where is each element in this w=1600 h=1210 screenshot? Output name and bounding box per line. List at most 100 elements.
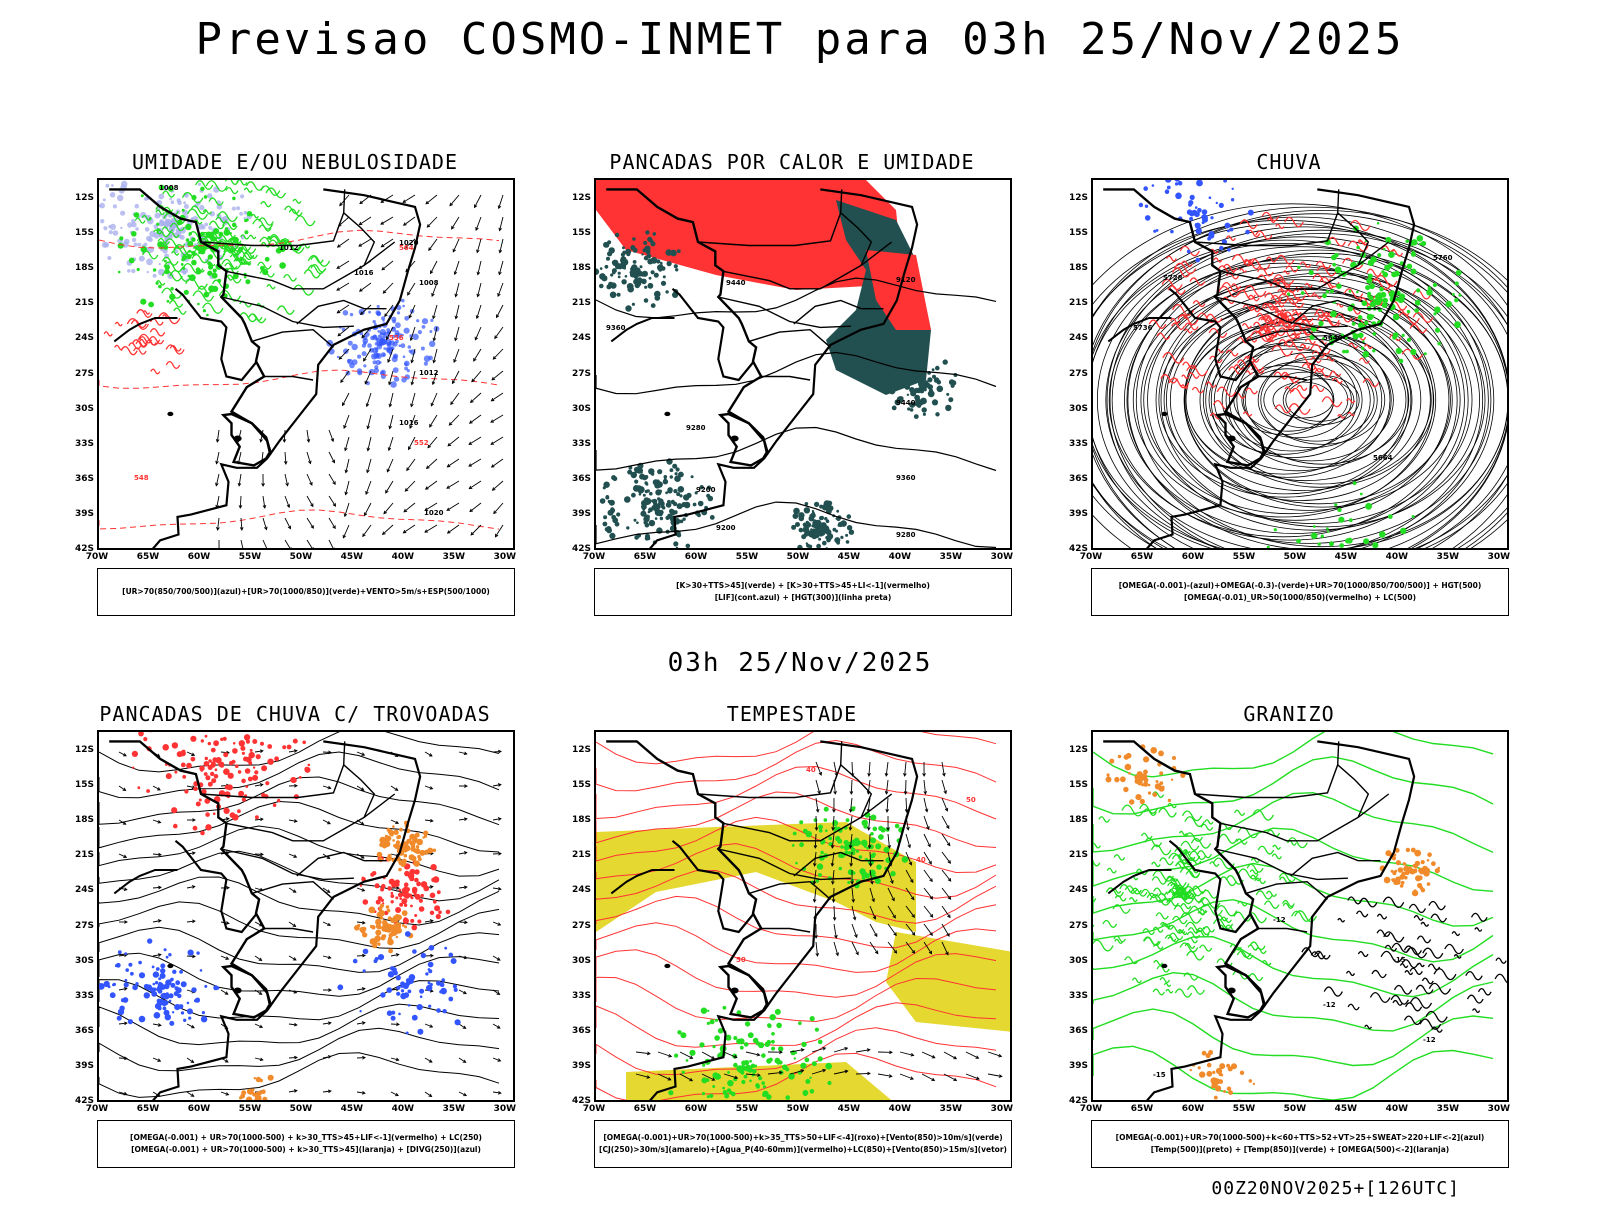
- divergence-dots-blue: [160, 968, 165, 973]
- omega-contour: [1433, 283, 1437, 287]
- wind-vector: [475, 195, 482, 207]
- instability-area-teal: [920, 398, 927, 405]
- wind-area-green: [741, 1080, 745, 1084]
- omega-contour: [1366, 278, 1372, 284]
- wind-vector: [266, 548, 269, 550]
- instability-dots-orange: [377, 852, 383, 858]
- omega-contour: [1392, 336, 1396, 340]
- instability-dots-red: [174, 771, 177, 774]
- contour-label: -12: [1423, 1036, 1436, 1044]
- wind-area-green: [884, 847, 890, 853]
- divergence-dots-blue: [176, 987, 182, 993]
- instability-dots-red: [287, 745, 292, 750]
- instability-area-teal: [609, 533, 615, 539]
- humidity-area: [422, 325, 426, 329]
- humidity-contour: [118, 271, 121, 274]
- instability-area-teal: [655, 517, 658, 520]
- instability-dots-red: [395, 896, 398, 899]
- panel-title: PANCADAS POR CALOR E UMIDADE: [572, 150, 1012, 174]
- wind-area-green: [827, 1081, 831, 1085]
- instability-dots-orange: [388, 854, 392, 858]
- divergence-dots-blue: [158, 977, 161, 980]
- omega-contour: [1390, 290, 1394, 294]
- instability-dots-red: [200, 769, 203, 772]
- wind-vector: [906, 780, 907, 794]
- humidity-contour: [170, 301, 183, 308]
- instability-dots-red: [162, 744, 169, 751]
- instability-area-teal: [600, 498, 606, 504]
- divergence-dots-blue: [436, 1008, 441, 1013]
- omega-dots-orange: [1214, 1096, 1218, 1100]
- instability-area-teal: [799, 528, 802, 531]
- humidity-contour: [253, 219, 273, 229]
- wind-vector: [816, 816, 817, 830]
- instability-area-teal: [620, 256, 626, 262]
- instability-area-teal: [622, 246, 625, 249]
- instability-area-teal: [641, 253, 643, 255]
- contour-label: 5736: [1133, 324, 1153, 332]
- humidity-contour: [131, 231, 137, 237]
- wind-vector: [492, 371, 503, 380]
- instability-area-teal: [677, 503, 683, 509]
- instability-area-teal: [663, 479, 668, 484]
- instability-area-teal: [655, 260, 658, 263]
- instability-area-teal: [600, 267, 603, 270]
- instability-dots-orange: [362, 927, 367, 932]
- temp500-contour: [1324, 987, 1342, 996]
- instability-area-teal: [670, 475, 673, 478]
- instability-area-teal: [827, 533, 833, 539]
- instability-area-teal: [812, 510, 814, 512]
- omega-dots-orange: [1199, 1071, 1205, 1077]
- instability-dots-red: [248, 761, 252, 765]
- temp500-contour: [1420, 1019, 1441, 1029]
- wind-area-green: [812, 1061, 817, 1066]
- wind-area-green: [820, 851, 823, 854]
- omega-contour: [1318, 542, 1321, 545]
- temp850-contour: [1093, 940, 1113, 951]
- instability-dots-red: [395, 907, 401, 913]
- instability-area-teal: [606, 257, 610, 261]
- humidity-area: [244, 211, 248, 215]
- instability-dots-orange: [404, 854, 408, 858]
- humidity-area: [352, 359, 358, 365]
- wind-vector: [426, 481, 437, 489]
- humidity-area: [409, 350, 412, 353]
- instability-dots-red: [391, 892, 394, 895]
- instability-dots-red: [260, 742, 264, 746]
- panel-title: UMIDADE E/OU NEBULOSIDADE: [75, 150, 515, 174]
- wind-vector: [451, 393, 459, 404]
- humidity-area: [144, 243, 148, 247]
- omega-contour: [1379, 531, 1386, 538]
- omega-dots-orange: [1403, 867, 1408, 872]
- contour-label: 1020: [424, 509, 444, 517]
- humidity-contour: [203, 303, 223, 313]
- instability-dots-red: [224, 770, 227, 773]
- humidity-area: [424, 355, 431, 362]
- instability-dots-orange: [376, 924, 381, 929]
- instability-area-teal: [660, 264, 663, 267]
- humidity-area: [393, 367, 399, 373]
- instability-area-teal: [791, 525, 796, 530]
- wind-area-green: [818, 825, 823, 830]
- wind-vector: [426, 195, 437, 204]
- humidity-contour: [148, 302, 154, 308]
- omega-dots-orange: [1140, 799, 1145, 804]
- wind-vector: [492, 459, 503, 467]
- divergence-dots-blue: [191, 987, 196, 992]
- latitude-label: 21S: [75, 298, 94, 308]
- longitude-label: 40W: [889, 552, 911, 562]
- humidity-contour: [182, 193, 203, 203]
- instability-area-teal: [621, 253, 625, 257]
- state-border: [749, 330, 831, 348]
- instability-dots-red: [390, 894, 394, 898]
- wind-area-green: [848, 869, 854, 875]
- omega-dots-orange: [1226, 1064, 1230, 1068]
- divergence-dots-blue: [353, 959, 358, 964]
- humidity-contour: [237, 180, 247, 185]
- instability-area-teal: [927, 377, 932, 382]
- divergence-dots-blue: [117, 1016, 122, 1021]
- temp500-contour: [1372, 970, 1386, 977]
- instability-dots-orange: [379, 907, 383, 911]
- latitude-label: 15S: [1069, 228, 1088, 238]
- omega-dots-orange: [1143, 782, 1148, 787]
